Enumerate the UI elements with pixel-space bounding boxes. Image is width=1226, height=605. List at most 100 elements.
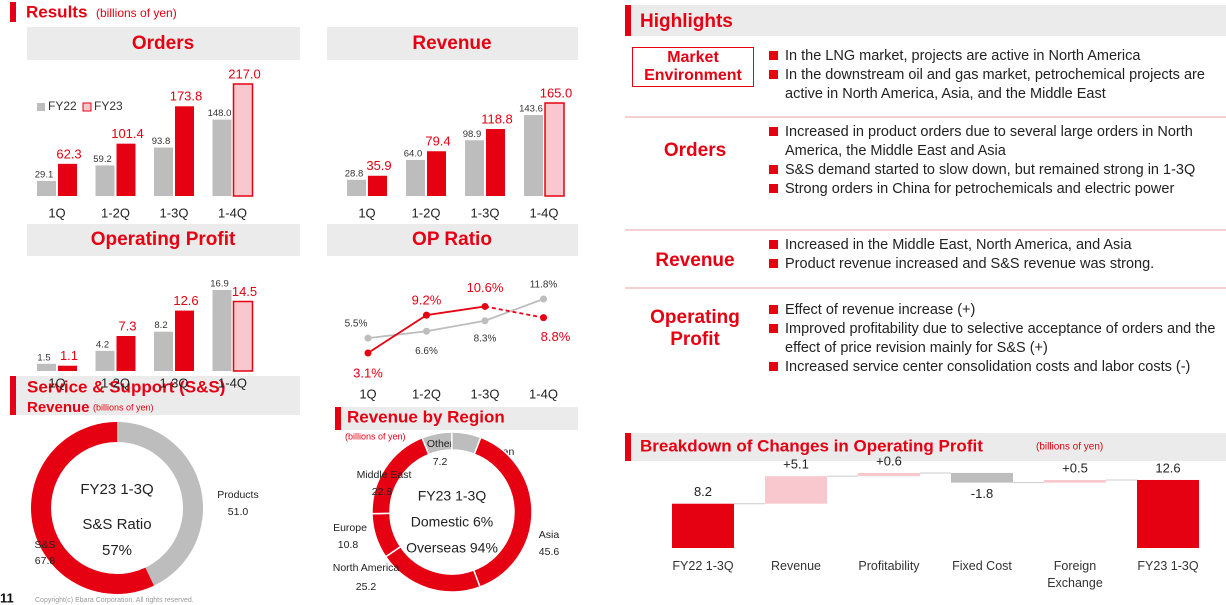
accent-bar xyxy=(10,2,16,22)
accent-bar xyxy=(10,376,16,415)
slice-label: Europe xyxy=(333,522,367,534)
center-text: Domestic 6% xyxy=(411,514,493,530)
data-label: 79.4 xyxy=(425,134,450,149)
highlight-items: Increased in product orders due to sever… xyxy=(767,123,1226,199)
slice xyxy=(472,436,533,588)
line xyxy=(367,298,544,339)
data-label: 6.6% xyxy=(415,346,438,357)
highlight-item: Effect of revenue increase (+) xyxy=(767,301,1226,320)
point xyxy=(481,317,489,325)
x-tick-label-box: Foreign Exchange xyxy=(1047,559,1103,590)
point xyxy=(423,311,430,319)
bar xyxy=(58,163,77,196)
chart-unit: (billions of yen) xyxy=(1036,442,1103,453)
bar xyxy=(406,159,425,196)
highlight-item: In the downstream oil and gas market, pe… xyxy=(767,66,1226,104)
x-tick-label: Foreign Exchange xyxy=(1047,559,1103,590)
data-label: 3.1% xyxy=(353,365,383,380)
bar xyxy=(175,310,194,371)
panel-header xyxy=(10,376,300,415)
x-tick-label: 1-2Q xyxy=(101,205,130,220)
highlight-items: In the LNG market, projects are active i… xyxy=(767,47,1226,104)
data-label: 10.6% xyxy=(467,280,504,295)
copyright: Copyright(c) Ebara Corporation. All righ… xyxy=(35,597,194,604)
bar xyxy=(232,83,254,197)
accent-bar xyxy=(625,5,631,36)
line-dashed xyxy=(484,305,544,319)
x-tick-label: Fixed Cost xyxy=(952,559,1012,573)
data-label: 8.8% xyxy=(541,329,571,344)
highlight-label: Revenue xyxy=(655,250,735,271)
panel-header xyxy=(327,224,578,256)
bar xyxy=(37,363,56,371)
slice-value: 51.0 xyxy=(228,506,249,518)
x-tick-label: 1-3Q xyxy=(471,386,500,401)
bar xyxy=(544,102,565,197)
x-tick-label-box: Revenue xyxy=(771,559,821,573)
bar xyxy=(116,143,136,196)
bar xyxy=(465,140,484,196)
data-label: 7.3 xyxy=(118,318,136,333)
bar xyxy=(368,175,387,196)
x-tick-label: 1-3Q xyxy=(160,205,189,220)
point xyxy=(540,295,547,303)
point xyxy=(364,334,372,342)
chart-title: Orders xyxy=(132,33,194,54)
bar xyxy=(154,331,173,371)
data-label: 217.0 xyxy=(228,66,261,81)
data-label: 93.8 xyxy=(152,136,171,147)
highlights-title: Highlights xyxy=(640,11,733,32)
legend-swatch xyxy=(37,103,45,111)
legend-swatch xyxy=(82,102,92,112)
data-label: 165.0 xyxy=(540,85,573,100)
highlight-item: Increased in the Middle East, North Amer… xyxy=(767,236,1226,255)
data-label: 16.9 xyxy=(210,279,229,290)
slice-value: 25.2 xyxy=(356,581,377,593)
data-label: 62.3 xyxy=(56,146,81,161)
data-label: 59.2 xyxy=(93,154,112,165)
bar xyxy=(858,472,920,477)
x-tick-label: 1Q xyxy=(48,205,65,220)
highlight-item: Increased in product orders due to sever… xyxy=(767,123,1226,161)
slice-label: S&S xyxy=(34,539,55,551)
slice xyxy=(371,436,430,515)
x-tick-label-box: FY22 1-3Q xyxy=(672,559,734,573)
x-tick-label: FY22 1-3Q xyxy=(672,559,734,573)
bar xyxy=(672,503,734,548)
slice-value: 45.6 xyxy=(539,546,560,558)
chart-title: Service & Support (S&S) xyxy=(27,377,225,396)
x-tick-label: 1-4Q xyxy=(218,375,247,390)
data-label: 9.2% xyxy=(412,293,442,308)
slice xyxy=(117,422,203,586)
slice-value: 7.2 xyxy=(433,456,448,468)
bar xyxy=(347,179,366,196)
x-tick-label: 1Q xyxy=(359,386,376,401)
data-label: 35.9 xyxy=(366,158,391,173)
bar xyxy=(175,106,194,196)
slice-label: Asia xyxy=(539,529,560,541)
data-label: 14.5 xyxy=(232,284,257,299)
data-label: 12.6 xyxy=(173,293,198,308)
slice xyxy=(371,512,402,558)
panel-header xyxy=(27,224,300,256)
highlight-items: Effect of revenue increase (+) Improved p… xyxy=(767,301,1226,377)
x-tick-label: 1-2Q xyxy=(412,205,441,220)
highlight-item: Product revenue increased and S&S revenu… xyxy=(767,255,1226,274)
point xyxy=(481,302,489,310)
x-tick-label: 1-4Q xyxy=(530,205,559,220)
highlight-item: In the LNG market, projects are active i… xyxy=(767,47,1226,66)
x-tick-label: Profitability xyxy=(858,559,920,573)
legend-label: FY23 xyxy=(94,99,123,113)
slice-value: 22.8 xyxy=(372,486,393,498)
center-text: FY23 1-3Q xyxy=(80,481,153,498)
x-tick-label: FY23 1-3Q xyxy=(1137,559,1199,573)
chart-title: Breakdown of Changes in Operating Profit xyxy=(640,436,983,455)
data-label: 11.8% xyxy=(530,280,558,291)
chart-title: Revenue xyxy=(412,33,491,54)
center-text: Overseas 94% xyxy=(406,540,498,556)
data-label: 28.8 xyxy=(345,168,364,179)
highlight-label: Market Environment xyxy=(632,47,754,87)
bar xyxy=(524,115,543,196)
